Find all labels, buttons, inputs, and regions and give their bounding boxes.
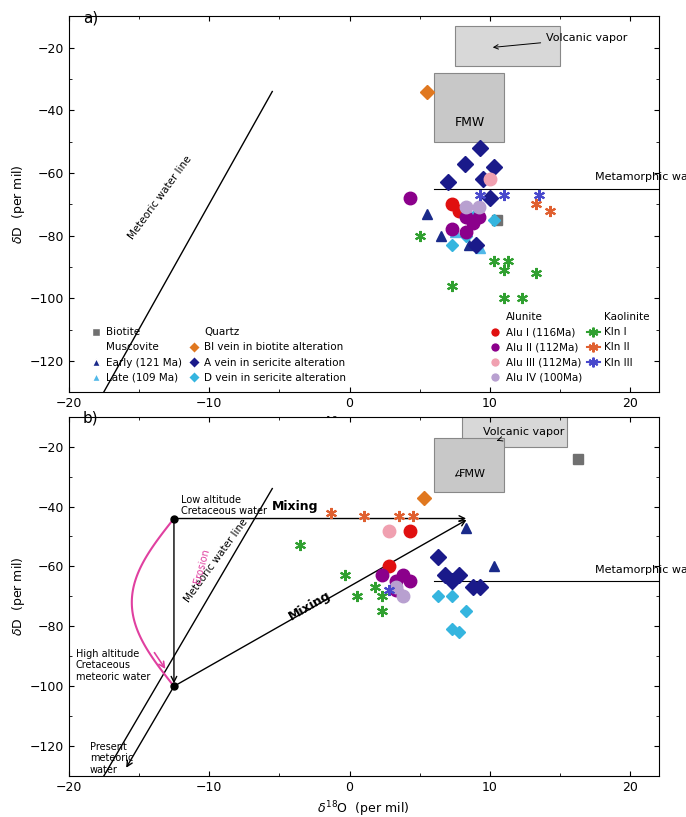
Text: Erosion: Erosion [193,548,211,585]
Text: High altitude
Cretaceous
meteoric water: High altitude Cretaceous meteoric water [75,649,150,682]
Bar [455,26,560,66]
Text: Mixing: Mixing [286,589,333,623]
Text: Low altitude
Cretaceous water: Low altitude Cretaceous water [181,494,267,516]
Text: Present
meteoric
water: Present meteoric water [90,742,133,775]
Text: FMW: FMW [455,116,485,129]
Y-axis label: $\delta$D  (per mil): $\delta$D (per mil) [10,556,27,636]
Bar [462,411,567,447]
Bar [434,73,504,141]
Text: Mixing: Mixing [272,499,319,512]
X-axis label: $\delta^{18}$O  (per mil): $\delta^{18}$O (per mil) [318,800,410,817]
Text: Volcanic vapor: Volcanic vapor [494,33,628,49]
Bar [434,438,504,492]
Y-axis label: $\delta$D  (per mil): $\delta$D (per mil) [10,164,27,244]
Text: Meteoric water line: Meteoric water line [126,154,193,242]
Text: Metamorphic water: Metamorphic water [595,565,686,575]
Text: Meteoric water line: Meteoric water line [182,517,250,604]
Text: Volcanic vapor: Volcanic vapor [483,426,565,441]
Text: Metamorphic water: Metamorphic water [595,172,686,182]
Text: a): a) [82,11,98,25]
Legend: Alunite, Alu I (116Ma), Alu II (112Ma), Alu III (112Ma), Alu IV (100Ma), Kaolini: Alunite, Alu I (116Ma), Alu II (112Ma), … [485,308,653,387]
Text: b): b) [82,411,98,426]
Text: FMW: FMW [459,469,486,479]
X-axis label: $\delta^{18}$O  (per mil): $\delta^{18}$O (per mil) [318,416,410,435]
